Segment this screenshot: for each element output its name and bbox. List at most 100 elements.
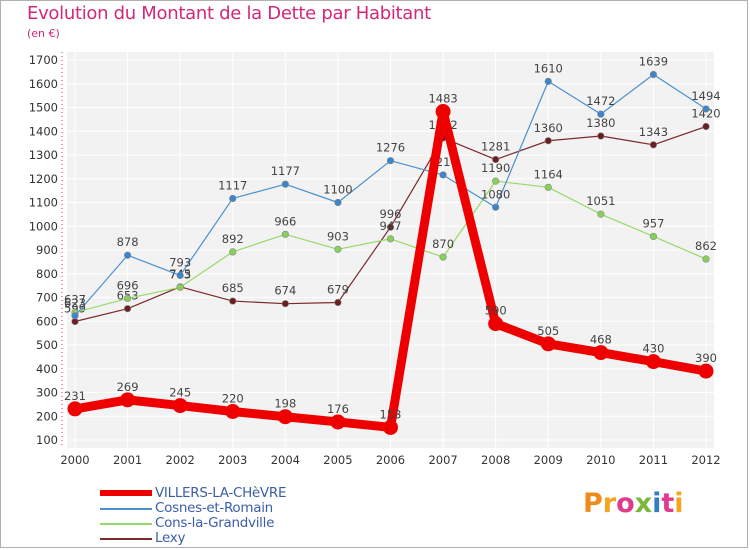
- logo-letter: i: [674, 488, 684, 519]
- data-point-cosnes: [439, 171, 447, 179]
- data-point-cosnes: [702, 105, 710, 113]
- legend-swatch-villers: [100, 490, 152, 496]
- y-tick-label: 600: [36, 314, 58, 328]
- y-tick-label: 900: [36, 243, 58, 257]
- legend-item-lexy: Lexy: [100, 530, 400, 546]
- data-point-villers: [435, 104, 451, 120]
- x-tick-label: 2002: [166, 453, 195, 467]
- data-label-lexy: 996: [380, 207, 402, 221]
- legend-item-cosnes: Cosnes-et-Romain: [100, 500, 400, 516]
- legend-item-villers: VILLERS-LA-CHèVRE: [100, 485, 400, 501]
- y-tick-label: 1200: [29, 172, 58, 186]
- data-point-villers: [383, 419, 398, 435]
- data-label-cosnes: 1276: [376, 141, 405, 155]
- legend-item-cons: Cons-la-Grandville: [100, 515, 400, 531]
- legend-swatch-lexy: [100, 538, 152, 540]
- data-point-cons: [702, 255, 710, 263]
- data-label-cosnes: 793: [169, 255, 191, 269]
- data-point-cosnes: [649, 70, 658, 79]
- data-point-cons: [176, 283, 184, 291]
- data-label-villers: 468: [590, 333, 612, 347]
- data-label-cosnes: 1177: [271, 164, 300, 178]
- x-tick-label: 2010: [586, 453, 615, 467]
- data-label-lexy: 1380: [586, 116, 615, 130]
- data-label-cosnes: 1610: [534, 61, 563, 75]
- data-point-cosnes: [281, 180, 289, 188]
- data-label-cosnes: 1494: [691, 89, 720, 103]
- data-label-villers: 1483: [428, 92, 457, 106]
- data-point-cosnes: [386, 157, 395, 165]
- data-label-villers: 176: [327, 402, 349, 416]
- data-label-lexy: 1360: [534, 121, 563, 135]
- x-tick-label: 2009: [534, 453, 563, 467]
- data-label-cons: 1164: [534, 167, 563, 181]
- x-tick-label: 2005: [323, 453, 352, 467]
- y-tick-label: 700: [36, 291, 58, 305]
- data-point-cosnes: [597, 110, 605, 118]
- y-tick-label: 100: [36, 433, 58, 447]
- data-label-lexy: 599: [64, 301, 86, 315]
- data-point-lexy: [702, 122, 710, 131]
- x-tick-label: 2000: [60, 453, 89, 467]
- logo-letter: i: [652, 488, 662, 519]
- data-label-lexy: 1343: [639, 125, 668, 139]
- data-label-cosnes: 1117: [218, 178, 247, 192]
- data-label-lexy: 685: [222, 281, 244, 295]
- data-label-cons: 862: [695, 239, 717, 253]
- data-point-lexy: [492, 155, 500, 164]
- data-point-cons: [544, 183, 552, 191]
- data-label-villers: 153: [380, 407, 402, 421]
- y-tick-label: 1100: [29, 196, 58, 210]
- data-point-cons: [649, 232, 658, 241]
- data-point-villers: [593, 345, 609, 361]
- data-point-lexy: [544, 137, 552, 145]
- data-point-cons: [281, 230, 289, 238]
- legend-swatch-cosnes: [100, 508, 152, 510]
- x-tick-label: 2001: [113, 453, 142, 467]
- data-point-cosnes: [544, 77, 552, 85]
- data-label-cons: 957: [642, 216, 664, 230]
- data-point-lexy: [597, 132, 605, 140]
- data-label-cosnes: 1080: [481, 187, 510, 201]
- x-tick-label: 2007: [428, 453, 457, 467]
- data-point-cons: [229, 248, 237, 256]
- data-point-lexy: [386, 223, 395, 231]
- data-label-cons: 1051: [586, 194, 615, 208]
- data-label-lexy: 1420: [691, 107, 720, 121]
- data-point-villers: [172, 398, 188, 414]
- data-point-lexy: [334, 298, 342, 307]
- data-label-villers: 198: [274, 397, 296, 411]
- data-point-cosnes: [492, 203, 500, 211]
- data-point-cons: [492, 177, 500, 185]
- data-label-villers: 231: [64, 389, 86, 403]
- logo-letter: o: [616, 488, 635, 519]
- data-label-lexy: 679: [327, 282, 349, 296]
- data-label-cons: 637: [64, 292, 86, 306]
- data-point-villers: [540, 336, 556, 352]
- y-tick-label: 500: [36, 338, 58, 352]
- data-label-cosnes: 878: [117, 235, 139, 249]
- x-tick-label: 2004: [271, 453, 300, 467]
- data-label-cons: 903: [327, 229, 349, 243]
- logo-letter: t: [661, 488, 675, 519]
- x-tick-label: 2008: [481, 453, 510, 467]
- data-point-lexy: [649, 141, 658, 149]
- data-label-villers: 245: [169, 386, 191, 400]
- data-point-lexy: [123, 305, 132, 313]
- y-tick-label: 200: [36, 409, 58, 423]
- y-tick-label: 1300: [29, 148, 58, 162]
- data-label-cosnes: 1639: [639, 54, 668, 68]
- proxiti-logo: Proxiti: [583, 488, 684, 519]
- data-label-lexy: 674: [274, 284, 296, 298]
- y-tick-label: 400: [36, 362, 58, 376]
- data-label-villers: 430: [642, 342, 664, 356]
- data-label-cosnes: 1100: [323, 183, 352, 197]
- y-tick-label: 800: [36, 267, 58, 281]
- y-tick-label: 1400: [29, 124, 58, 138]
- data-label-lexy: 1281: [481, 140, 510, 154]
- data-point-cons: [597, 210, 605, 218]
- data-label-cons: 870: [432, 237, 454, 251]
- data-point-cons: [439, 253, 447, 261]
